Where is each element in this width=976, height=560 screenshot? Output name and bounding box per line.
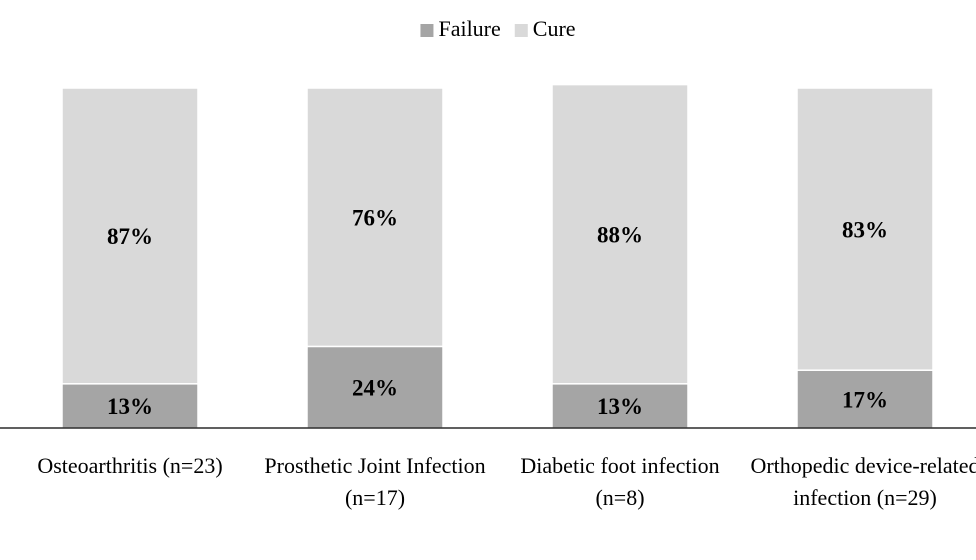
legend-swatch — [514, 24, 528, 37]
value-label: 13% — [597, 394, 643, 419]
value-label: 24% — [352, 375, 398, 400]
bar-segment — [61, 383, 199, 429]
value-label: 17% — [842, 387, 888, 412]
legend-label: Cure — [533, 16, 576, 41]
x-label-box: Orthopedic device-related infection (n=2… — [750, 453, 976, 510]
bar-segment — [796, 87, 934, 371]
x-tick-label: Diabetic foot infection (n=8) — [520, 453, 720, 510]
value-label: 76% — [352, 205, 398, 230]
value-label: 87% — [107, 224, 153, 249]
x-label-box: Diabetic foot infection (n=8) — [520, 453, 720, 510]
bar-segment — [61, 87, 199, 385]
value-label: 83% — [842, 217, 888, 242]
bar-segment — [306, 87, 444, 348]
x-label-box: Prosthetic Joint Infection (n=17) — [264, 453, 486, 510]
x-tick-label: Orthopedic device-related infection (n=2… — [750, 453, 976, 510]
value-label: 13% — [107, 394, 153, 419]
legend-swatch — [420, 24, 434, 37]
bar-segment — [551, 83, 689, 385]
x-label-box: Osteoarthritis (n=23) — [37, 453, 223, 478]
x-tick-label: Osteoarthritis (n=23) — [37, 453, 223, 478]
legend-label: Failure — [438, 16, 500, 41]
x-tick-label: Prosthetic Joint Infection (n=17) — [264, 453, 486, 510]
value-label: 88% — [597, 222, 643, 247]
